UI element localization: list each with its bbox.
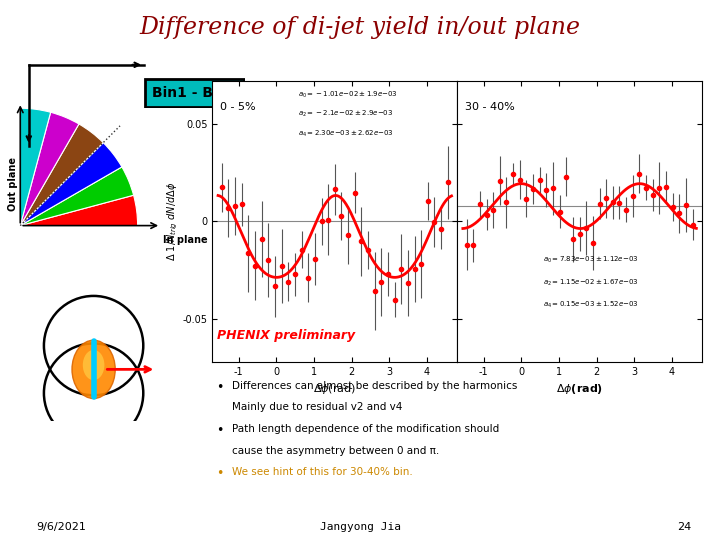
Text: Out plane: Out plane — [8, 157, 18, 211]
Wedge shape — [20, 167, 134, 226]
FancyBboxPatch shape — [145, 79, 244, 107]
Text: 9/6/2021: 9/6/2021 — [36, 522, 86, 532]
Text: 0 - 5%: 0 - 5% — [220, 102, 256, 112]
Wedge shape — [20, 124, 103, 226]
Text: 4: 4 — [68, 153, 76, 164]
Wedge shape — [20, 108, 50, 226]
Text: $a_4=0.15e{-}03\pm1.52e{-}03$: $a_4=0.15e{-}03\pm1.52e{-}03$ — [543, 300, 639, 310]
Text: Jangyong Jia: Jangyong Jia — [320, 522, 400, 532]
Text: PHENIX preliminary: PHENIX preliminary — [217, 329, 356, 342]
Text: $a_0=7.83e{-}03\pm1.12e{-}03$: $a_0=7.83e{-}03\pm1.12e{-}03$ — [543, 255, 639, 265]
Text: 24: 24 — [677, 522, 691, 532]
Text: In plane: In plane — [163, 235, 208, 245]
Text: $a_2=-2.1e{-}02\pm2.9e{-}03$: $a_2=-2.1e{-}02\pm2.9e{-}03$ — [298, 109, 393, 119]
Text: 1: 1 — [100, 210, 108, 220]
Text: 2: 2 — [94, 188, 102, 198]
Text: Differences can almost be described by the harmonics: Differences can almost be described by t… — [232, 381, 517, 391]
Text: 5: 5 — [49, 143, 56, 153]
Wedge shape — [20, 143, 122, 226]
Text: $a_0=-1.01e{-}02\pm1.9e{-}03$: $a_0=-1.01e{-}02\pm1.9e{-}03$ — [298, 90, 398, 99]
Text: •: • — [216, 424, 223, 437]
Y-axis label: $\Delta\ 1/N_{trig}\ dN/d\Delta\phi$: $\Delta\ 1/N_{trig}\ dN/d\Delta\phi$ — [166, 181, 180, 261]
Text: •: • — [216, 381, 223, 394]
Text: We see hint of this for 30-40% bin.: We see hint of this for 30-40% bin. — [232, 467, 413, 477]
Text: $a_4=2.30e{-}03\pm2.62e{-}03$: $a_4=2.30e{-}03\pm2.62e{-}03$ — [298, 129, 394, 139]
Text: cause the asymmetry between 0 and π.: cause the asymmetry between 0 and π. — [232, 446, 439, 456]
Text: 6: 6 — [27, 137, 35, 147]
Text: $a_2=1.15e{-}02\pm1.67e{-}03$: $a_2=1.15e{-}02\pm1.67e{-}03$ — [543, 278, 639, 288]
Wedge shape — [20, 195, 138, 226]
Text: Difference of di-jet yield in/out plane: Difference of di-jet yield in/out plane — [140, 16, 580, 39]
Text: 3: 3 — [84, 169, 91, 179]
Text: •: • — [216, 467, 223, 480]
Text: Mainly due to residual v2 and v4: Mainly due to residual v2 and v4 — [232, 402, 402, 413]
Ellipse shape — [72, 340, 115, 399]
Text: Path length dependence of the modification should: Path length dependence of the modificati… — [232, 424, 499, 434]
Text: 30 - 40%: 30 - 40% — [464, 102, 515, 112]
Text: Bin1 - Bin6: Bin1 - Bin6 — [152, 86, 237, 100]
X-axis label: $\Delta\phi$$\bf{(rad)}$: $\Delta\phi$$\bf{(rad)}$ — [556, 382, 603, 396]
Wedge shape — [20, 112, 79, 226]
X-axis label: $\Delta\phi$(rad): $\Delta\phi$(rad) — [313, 382, 356, 396]
Ellipse shape — [83, 350, 104, 380]
